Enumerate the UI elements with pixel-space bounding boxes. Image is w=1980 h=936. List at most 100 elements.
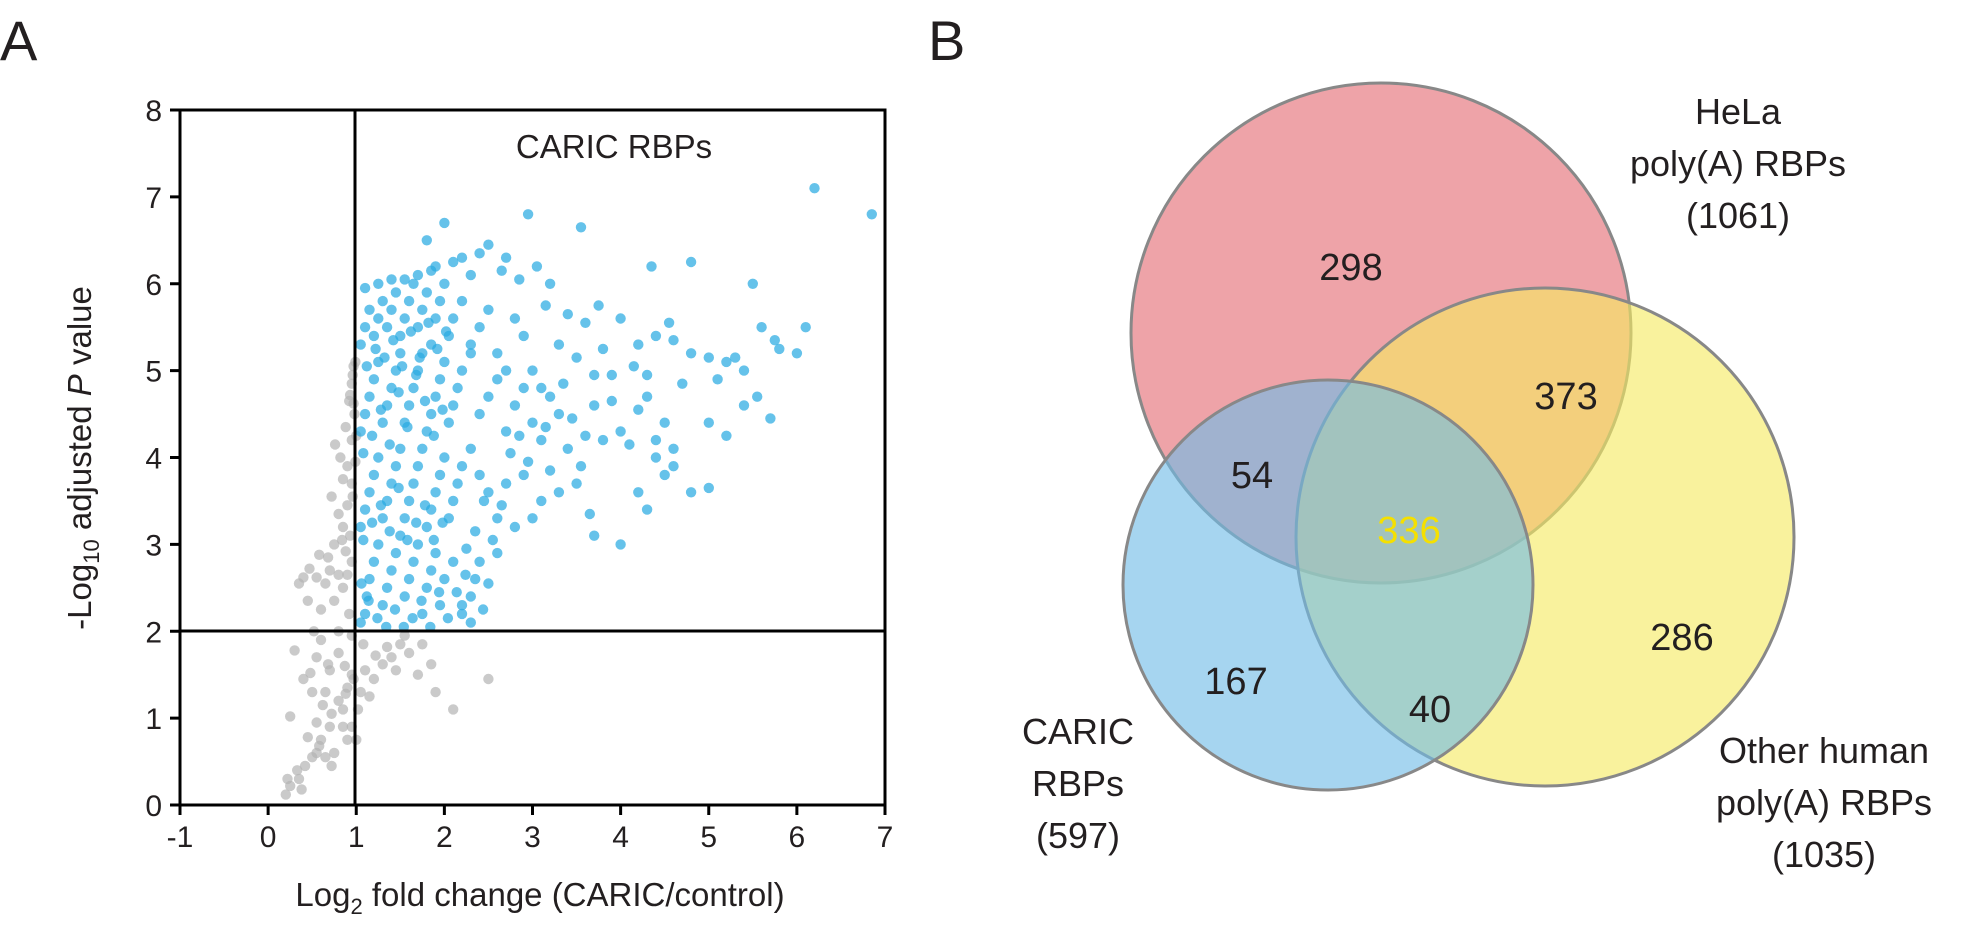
venn-count-hela-only: 298 — [1319, 247, 1382, 289]
nonsignificant-point — [333, 508, 344, 520]
nonsignificant-point — [340, 421, 351, 433]
significant-point — [377, 600, 388, 611]
significant-point — [426, 408, 437, 420]
significant-point — [483, 304, 494, 315]
significant-point — [477, 604, 489, 615]
y-axis-label-sub: 10 — [79, 539, 104, 563]
nonsignificant-point — [386, 652, 397, 663]
significant-point — [421, 235, 432, 246]
nonsignificant-point — [390, 665, 402, 676]
significant-point — [527, 513, 538, 524]
significant-point — [685, 487, 697, 498]
significant-point — [407, 613, 418, 624]
significant-point — [646, 261, 657, 272]
significant-point — [419, 395, 431, 407]
significant-point — [373, 452, 384, 463]
significant-point — [421, 521, 432, 533]
significant-point — [465, 617, 476, 628]
significant-point — [518, 382, 529, 394]
significant-point — [408, 278, 419, 289]
nonsignificant-point — [322, 552, 334, 563]
nonsignificant-point — [335, 452, 346, 463]
significant-point — [390, 287, 402, 298]
significant-point — [456, 295, 468, 307]
significant-point — [465, 339, 476, 350]
significant-point — [483, 578, 494, 589]
significant-point — [531, 261, 543, 272]
nonsignificant-point — [298, 673, 309, 685]
significant-point — [448, 313, 459, 324]
significant-point — [483, 239, 494, 250]
significant-point — [434, 469, 446, 481]
nonsignificant-point — [337, 721, 349, 732]
significant-point — [373, 539, 384, 550]
significant-point — [791, 348, 803, 359]
nonsignificant-point — [342, 461, 353, 472]
significant-point — [628, 361, 639, 372]
significant-point — [580, 430, 591, 441]
significant-point — [393, 387, 404, 398]
nonsignificant-point — [344, 389, 356, 401]
nonsignificant-point — [326, 708, 337, 719]
significant-point — [500, 426, 512, 437]
significant-point — [544, 391, 556, 402]
significant-point — [361, 361, 372, 372]
significant-point — [442, 613, 454, 624]
nonsignificant-point — [322, 659, 334, 670]
significant-point — [553, 408, 565, 420]
significant-point — [492, 348, 503, 359]
nonsignificant-point — [289, 645, 300, 656]
y-tick-label: 2 — [145, 616, 162, 649]
significant-point — [624, 439, 635, 450]
significant-point — [386, 274, 397, 285]
x-tick-label: -1 — [167, 821, 194, 854]
nonsignificant-point — [317, 699, 328, 711]
venn-label-caric-line3: (597) — [1036, 815, 1120, 856]
nonsignificant-point — [302, 732, 313, 743]
x-tick-label: 3 — [524, 821, 541, 854]
significant-point — [388, 335, 399, 346]
nonsignificant-point — [381, 641, 393, 653]
significant-point — [487, 534, 498, 546]
nonsignificant-point — [292, 765, 303, 776]
significant-point — [575, 461, 587, 472]
significant-point — [416, 595, 427, 606]
significant-point — [432, 343, 443, 355]
significant-point — [465, 591, 476, 602]
significant-point — [377, 417, 388, 428]
significant-point — [518, 330, 529, 342]
significant-point — [567, 413, 578, 424]
significant-point — [375, 404, 387, 415]
significant-point — [633, 487, 644, 498]
significant-point — [514, 430, 525, 441]
significant-point — [650, 452, 662, 463]
significant-point — [460, 569, 471, 580]
significant-point — [474, 322, 485, 333]
y-tick-label: 1 — [145, 703, 162, 736]
nonsignificant-point — [329, 595, 340, 606]
x-axis-label-main: Log — [295, 876, 350, 913]
chart-title: CARIC RBPs — [516, 128, 712, 165]
significant-point — [558, 378, 569, 389]
significant-point — [756, 322, 767, 333]
significant-point — [386, 565, 397, 576]
nonsignificant-point — [293, 578, 305, 589]
nonsignificant-point — [395, 639, 406, 650]
nonsignificant-point — [377, 659, 388, 670]
venn-count-all-three: 336 — [1377, 510, 1440, 552]
significant-point — [417, 304, 428, 315]
significant-point — [368, 556, 380, 567]
nonsignificant-point — [311, 572, 322, 583]
significant-point — [452, 478, 463, 489]
nonsignificant-point — [483, 673, 494, 685]
y-tick-label: 8 — [145, 95, 162, 128]
nonsignificant-point — [364, 691, 375, 702]
nonsignificant-point — [370, 650, 381, 661]
y-axis-label-rest: adjusted — [61, 396, 98, 539]
significant-point — [433, 587, 445, 598]
nonsignificant-point — [324, 565, 335, 576]
significant-point — [384, 526, 395, 537]
significant-point — [375, 500, 387, 511]
venn-count-caric-only: 167 — [1204, 661, 1267, 703]
significant-point — [403, 400, 415, 411]
